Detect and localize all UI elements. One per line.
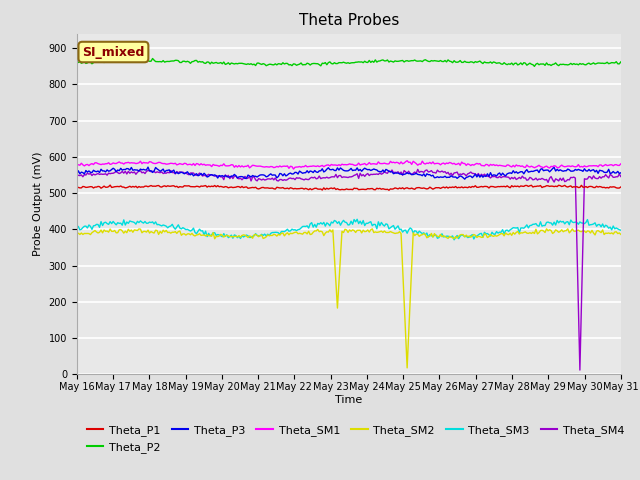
Theta_SM1 (290, 166, 298, 172)
Theta_P1 (106, 182, 114, 188)
Theta_SM2 (140, 228, 147, 234)
Theta_P3 (144, 164, 152, 170)
Line: Theta_P3: Theta_P3 (77, 167, 621, 179)
Theta_P3 (312, 169, 320, 175)
Theta_SM2 (617, 231, 625, 237)
Theta_SM4 (576, 367, 584, 373)
Theta_SM2 (564, 226, 572, 232)
Theta_P3 (237, 174, 244, 180)
Theta_SM3 (262, 233, 270, 239)
Line: Theta_P1: Theta_P1 (77, 185, 621, 190)
Theta_SM3 (353, 216, 361, 222)
Theta_SM2 (235, 233, 243, 239)
Theta_P3 (617, 170, 625, 176)
Theta_SM1 (73, 163, 81, 168)
Theta_P1 (237, 185, 244, 191)
Theta_P3 (73, 171, 81, 177)
Theta_SM2 (262, 234, 270, 240)
Theta_P1 (141, 183, 149, 189)
Theta_SM3 (311, 221, 319, 227)
Theta_P2 (589, 60, 597, 66)
Theta_SM2 (403, 365, 411, 371)
Legend: Theta_P1, Theta_P2, Theta_P3, Theta_SM1, Theta_SM2, Theta_SM3, Theta_SM4: Theta_P1, Theta_P2, Theta_P3, Theta_SM1,… (83, 421, 628, 457)
Theta_P1 (589, 185, 597, 191)
Theta_SM4 (311, 174, 319, 180)
Theta_SM4 (73, 173, 81, 179)
Theta_SM3 (451, 237, 458, 243)
Theta_SM1 (262, 164, 270, 169)
Theta_SM3 (589, 221, 597, 227)
Theta_SM3 (235, 233, 243, 239)
Theta_P2 (264, 62, 271, 68)
Theta_SM4 (253, 178, 261, 184)
Theta_SM3 (140, 220, 147, 226)
Theta_P2 (73, 60, 81, 65)
Theta_P3 (255, 173, 262, 179)
Theta_P2 (617, 59, 625, 65)
Theta_SM4 (140, 169, 147, 175)
Theta_SM2 (73, 231, 81, 237)
Text: SI_mixed: SI_mixed (82, 46, 145, 59)
Theta_SM1 (312, 164, 320, 169)
Theta_P2 (312, 61, 320, 67)
Theta_SM4 (262, 177, 270, 182)
Theta_P2 (237, 60, 244, 66)
Theta_SM3 (617, 228, 625, 233)
Line: Theta_SM3: Theta_SM3 (77, 219, 621, 240)
Theta_P1 (617, 184, 625, 190)
Theta_SM4 (617, 174, 625, 180)
Theta_SM4 (589, 173, 597, 179)
Theta_SM1 (403, 158, 411, 164)
Theta_SM2 (589, 230, 597, 236)
Theta_SM1 (617, 161, 625, 167)
X-axis label: Time: Time (335, 395, 362, 405)
Theta_P1 (312, 185, 320, 191)
Theta_SM3 (73, 224, 81, 230)
Theta_P2 (141, 58, 149, 63)
Y-axis label: Probe Output (mV): Probe Output (mV) (33, 152, 43, 256)
Theta_SM1 (235, 163, 243, 168)
Line: Theta_P2: Theta_P2 (77, 58, 621, 66)
Theta_P3 (140, 167, 147, 172)
Theta_SM3 (253, 232, 261, 238)
Theta_P3 (461, 176, 468, 182)
Theta_SM4 (414, 167, 422, 172)
Theta_P2 (120, 55, 127, 61)
Theta_P1 (264, 185, 271, 191)
Theta_P3 (589, 167, 597, 173)
Theta_P2 (255, 60, 262, 66)
Theta_P3 (264, 173, 271, 179)
Theta_P1 (385, 187, 393, 193)
Line: Theta_SM1: Theta_SM1 (77, 161, 621, 169)
Title: Theta Probes: Theta Probes (299, 13, 399, 28)
Line: Theta_SM2: Theta_SM2 (77, 229, 621, 368)
Theta_SM1 (253, 163, 261, 169)
Theta_SM1 (140, 159, 147, 165)
Theta_SM1 (589, 163, 597, 168)
Theta_P2 (531, 63, 538, 69)
Theta_SM2 (253, 233, 261, 239)
Line: Theta_SM4: Theta_SM4 (77, 169, 621, 370)
Theta_P1 (255, 186, 262, 192)
Theta_SM2 (311, 228, 319, 234)
Theta_P1 (73, 185, 81, 191)
Theta_SM4 (235, 176, 243, 182)
